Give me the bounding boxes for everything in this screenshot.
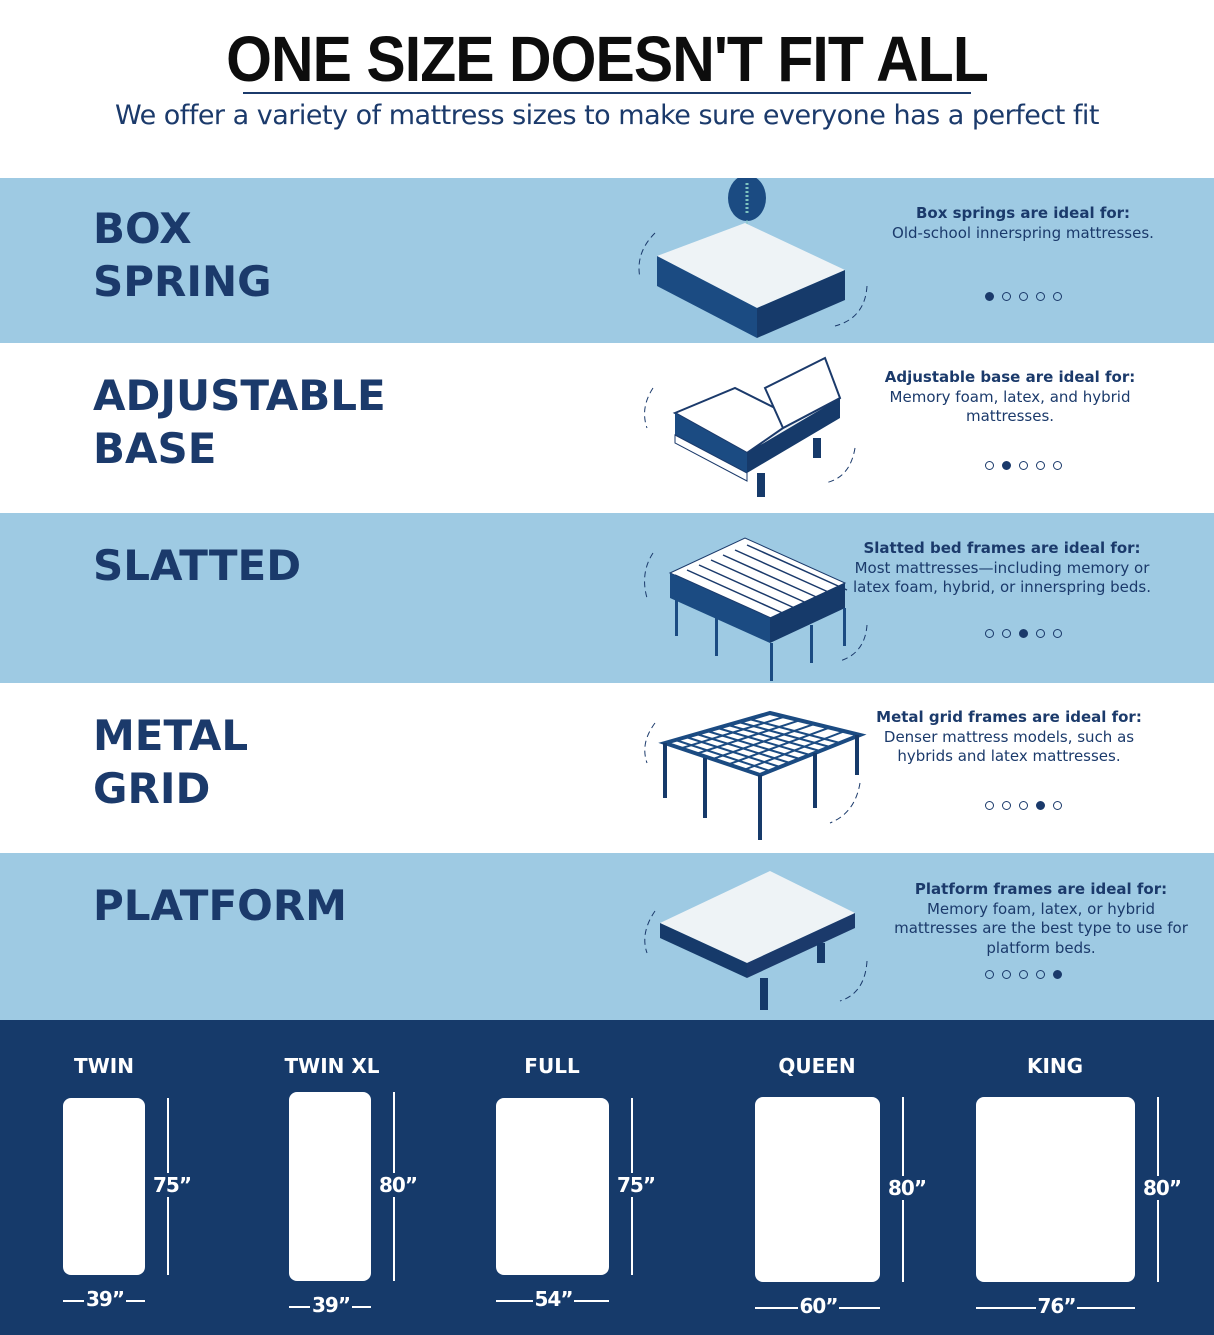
carousel-dot[interactable] (985, 461, 994, 470)
metal-grid-icon (635, 683, 895, 857)
description-heading: Box springs are ideal for: (915, 204, 1131, 222)
width-dimension: 39” (84, 1287, 126, 1311)
foundation-title: SLATTED (93, 539, 301, 592)
page-subtitle: We offer a variety of mattress sizes to … (114, 100, 1100, 131)
carousel-dots (985, 292, 1062, 301)
length-dimension: 80” (886, 1175, 928, 1200)
carousel-dot[interactable] (1002, 292, 1011, 301)
box-spring-icon (635, 175, 895, 352)
carousel-dot[interactable] (1053, 801, 1062, 810)
adjustable-base-icon (635, 343, 895, 517)
foundation-description: Platform frames are ideal for: Memory foa… (891, 880, 1191, 958)
description-heading: Adjustable base are ideal for: (884, 368, 1136, 386)
foundation-title: METAL GRID (93, 709, 248, 815)
length-dimension: 80” (377, 1172, 419, 1197)
size-name: KING (1026, 1054, 1084, 1078)
slatted-frame-icon (635, 513, 895, 687)
foundation-band-box: BOX SPRING Box springs are ideal for: Old-… (0, 175, 1214, 343)
carousel-dot[interactable] (1036, 970, 1045, 979)
foundation-band-adjustable: ADJUSTABLE BASE Adjustable base are ideal… (0, 343, 1214, 513)
foundation-title: PLATFORM (93, 879, 347, 932)
carousel-dots (985, 801, 1062, 810)
foundation-band-slatted: SLATTED Slatted bed frames are ideal for… (0, 513, 1214, 683)
mattress-outline-twin (63, 1098, 145, 1275)
carousel-dots (985, 629, 1062, 638)
carousel-dot[interactable] (1002, 629, 1011, 638)
width-dimension: 39” (310, 1293, 352, 1317)
width-dimension: 60” (797, 1294, 840, 1318)
carousel-dot[interactable] (1019, 629, 1028, 638)
length-dimension: 75” (151, 1172, 193, 1197)
description-heading: Slatted bed frames are ideal for: (863, 539, 1141, 557)
mattress-outline-king (976, 1097, 1135, 1282)
carousel-dots (985, 461, 1062, 470)
carousel-dot[interactable] (1019, 461, 1028, 470)
carousel-dot[interactable] (1036, 461, 1045, 470)
width-dimension: 54” (532, 1287, 575, 1311)
carousel-dot[interactable] (1019, 970, 1028, 979)
size-name: TWIN (74, 1054, 134, 1078)
foundation-description: Adjustable base are ideal for: Memory foa… (860, 368, 1160, 427)
carousel-dot[interactable] (985, 292, 994, 301)
description-body: Denser mattress models, such as hybrids … (883, 727, 1135, 766)
carousel-dot[interactable] (1019, 292, 1028, 301)
carousel-dot[interactable] (1036, 629, 1045, 638)
size-name: FULL (524, 1054, 580, 1078)
platform-frame-icon (635, 853, 895, 1027)
carousel-dot[interactable] (1036, 292, 1045, 301)
foundation-band-platform: PLATFORM Platform frames are ideal for: M… (0, 853, 1214, 1020)
foundation-description: Metal grid frames are ideal for: Denser m… (859, 708, 1159, 767)
length-dimension: 80” (1141, 1175, 1183, 1200)
carousel-dot[interactable] (1053, 461, 1062, 470)
title-line: GRID (93, 764, 211, 813)
description-heading: Platform frames are ideal for: (914, 880, 1168, 898)
mattress-outline-twin-xl (289, 1092, 371, 1281)
carousel-dot[interactable] (1053, 629, 1062, 638)
title-underline (243, 92, 971, 94)
description-heading: Metal grid frames are ideal for: (876, 708, 1142, 726)
carousel-dot[interactable] (1002, 970, 1011, 979)
carousel-dot[interactable] (985, 801, 994, 810)
carousel-dot[interactable] (985, 970, 994, 979)
size-name: QUEEN (778, 1054, 856, 1078)
size-name: TWIN XL (284, 1054, 380, 1078)
carousel-dot[interactable] (1002, 461, 1011, 470)
foundation-title: ADJUSTABLE BASE (93, 369, 386, 475)
description-body: Old-school innerspring mattresses. (892, 223, 1154, 242)
foundation-title: BOX SPRING (93, 202, 272, 308)
title-line: BOX (93, 204, 192, 253)
title-line: SLATTED (93, 541, 302, 590)
description-body: Memory foam, latex, or hybrid mattresses… (894, 899, 1188, 957)
description-body: Memory foam, latex, and hybrid mattresse… (889, 387, 1131, 426)
carousel-dot[interactable] (1036, 801, 1045, 810)
title-line: METAL (93, 711, 249, 760)
carousel-dot[interactable] (1053, 970, 1062, 979)
title-line: BASE (93, 424, 217, 473)
page-title: ONE SIZE DOESN'T FIT ALL (226, 23, 989, 95)
mattress-sizes-section: TWIN 75” 39” TWIN XL 80” 39” FULL 75” 54… (0, 1020, 1214, 1335)
carousel-dot[interactable] (1053, 292, 1062, 301)
title-line: ADJUSTABLE (93, 371, 386, 420)
foundation-description: Box springs are ideal for: Old-school inn… (873, 204, 1173, 243)
length-dimension: 75” (615, 1172, 657, 1197)
title-line: SPRING (93, 257, 272, 306)
title-line: PLATFORM (93, 881, 347, 930)
foundation-description: Slatted bed frames are ideal for: Most ma… (852, 539, 1152, 598)
carousel-dot[interactable] (985, 629, 994, 638)
mattress-outline-full (496, 1098, 609, 1275)
description-body: Most mattresses—including memory or late… (853, 558, 1151, 597)
carousel-dots (985, 970, 1062, 979)
carousel-dot[interactable] (1019, 801, 1028, 810)
width-dimension: 76” (1035, 1294, 1078, 1318)
mattress-outline-queen (755, 1097, 880, 1282)
foundation-band-metal: METAL GRID Metal grid frames are ideal fo… (0, 683, 1214, 853)
carousel-dot[interactable] (1002, 801, 1011, 810)
